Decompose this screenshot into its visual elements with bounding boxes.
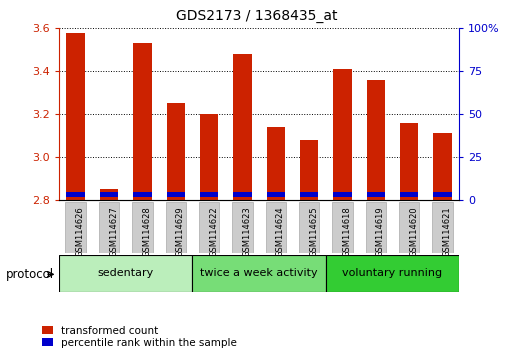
Bar: [200, 192, 218, 197]
Legend: transformed count, percentile rank within the sample: transformed count, percentile rank withi…: [41, 325, 238, 349]
Bar: [233, 192, 251, 197]
Text: twice a week activity: twice a week activity: [200, 268, 318, 279]
Bar: [432, 202, 452, 253]
Bar: [366, 202, 386, 253]
Text: GSM114623: GSM114623: [242, 206, 251, 257]
Bar: [199, 202, 219, 253]
Bar: [266, 202, 286, 253]
Text: protocol: protocol: [6, 268, 54, 281]
Text: GSM114626: GSM114626: [76, 206, 85, 257]
Bar: [300, 192, 318, 197]
Bar: [433, 133, 451, 200]
Bar: [66, 202, 86, 253]
Bar: [400, 192, 418, 197]
Bar: [133, 192, 151, 197]
Text: GSM114624: GSM114624: [276, 206, 285, 257]
Bar: [100, 189, 118, 200]
Bar: [67, 192, 85, 197]
Bar: [233, 54, 251, 200]
Bar: [167, 192, 185, 197]
Bar: [367, 192, 385, 197]
Text: sedentary: sedentary: [97, 268, 154, 279]
Text: GDS2173 / 1368435_at: GDS2173 / 1368435_at: [176, 9, 337, 23]
Text: GSM114629: GSM114629: [175, 206, 185, 257]
Text: voluntary running: voluntary running: [342, 268, 443, 279]
Bar: [300, 140, 318, 200]
Bar: [332, 202, 352, 253]
Bar: [59, 255, 192, 292]
Text: GSM114627: GSM114627: [109, 206, 118, 257]
Text: GSM114628: GSM114628: [143, 206, 151, 257]
Bar: [433, 192, 451, 197]
Bar: [200, 114, 218, 200]
Text: GSM114621: GSM114621: [442, 206, 451, 257]
Bar: [400, 123, 418, 200]
Bar: [133, 43, 151, 200]
Bar: [166, 202, 186, 253]
Bar: [99, 202, 119, 253]
Bar: [333, 69, 351, 200]
Text: GSM114619: GSM114619: [376, 206, 385, 257]
Text: GSM114622: GSM114622: [209, 206, 218, 257]
Bar: [367, 80, 385, 200]
Bar: [232, 202, 252, 253]
Bar: [333, 192, 351, 197]
Bar: [326, 255, 459, 292]
Text: GSM114620: GSM114620: [409, 206, 418, 257]
Bar: [167, 103, 185, 200]
Bar: [132, 202, 152, 253]
Bar: [192, 255, 326, 292]
Bar: [267, 192, 285, 197]
Text: GSM114618: GSM114618: [343, 206, 351, 257]
Text: GSM114625: GSM114625: [309, 206, 318, 257]
Bar: [399, 202, 419, 253]
Bar: [67, 33, 85, 200]
Bar: [299, 202, 319, 253]
Bar: [267, 127, 285, 200]
Bar: [100, 192, 118, 197]
